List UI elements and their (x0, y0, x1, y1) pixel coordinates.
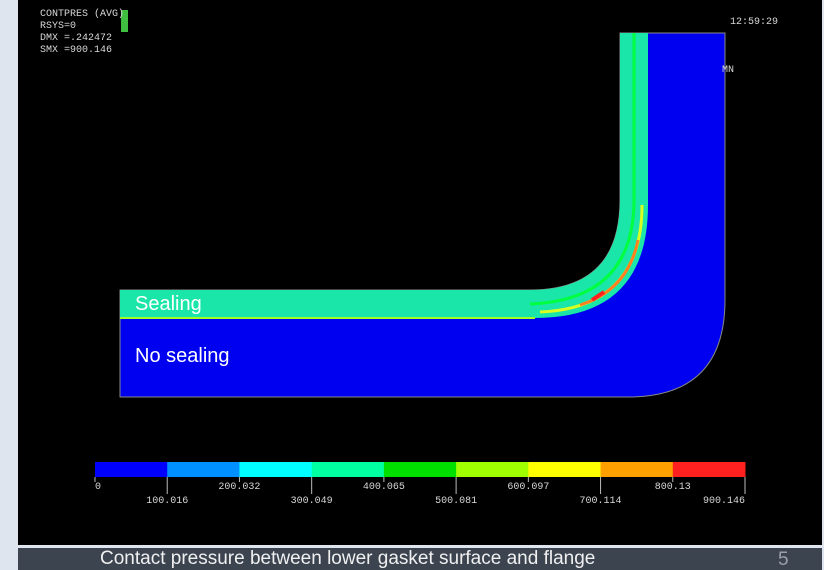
header-line: SMX =900.146 (40, 45, 112, 56)
colorbar-label: 100.016 (146, 496, 188, 507)
colorbar-label: 0 (95, 482, 101, 493)
colorbar-segment (312, 462, 385, 477)
colorbar-segment (239, 462, 312, 477)
header-line: RSYS=0 (40, 21, 76, 32)
colorbar-label: 300.049 (291, 496, 333, 507)
time: 12:59:29 (730, 17, 778, 28)
colorbar-label: 600.097 (507, 482, 549, 493)
colorbar-segment (528, 462, 601, 477)
colorbar-label: 700.114 (580, 496, 622, 507)
colorbar-segment (167, 462, 240, 477)
page-number: 5 (778, 549, 789, 570)
header-line: CONTPRES (AVG) (40, 8, 124, 20)
colorbar-label: 400.065 (363, 482, 405, 493)
colorbar-label: 800.13 (655, 482, 691, 493)
annotation: Sealing (135, 293, 202, 315)
colorbar-label: 900.146 (703, 496, 745, 507)
colorbar-segment (95, 462, 168, 477)
marker: MN (722, 65, 734, 76)
colorbar-segment (601, 462, 674, 477)
colorbar-label: 200.032 (218, 482, 260, 493)
colorbar-segment (673, 462, 746, 477)
header-line: DMX =.242472 (40, 33, 112, 44)
colorbar-segment (456, 462, 529, 477)
caption: Contact pressure between lower gasket su… (100, 548, 595, 569)
annotation: No sealing (135, 345, 230, 367)
colorbar-segment (384, 462, 457, 477)
slide: CONTPRES (AVG)RSYS=0DMX =.242472SMX =900… (0, 0, 824, 570)
colorbar-label: 500.081 (435, 496, 477, 507)
